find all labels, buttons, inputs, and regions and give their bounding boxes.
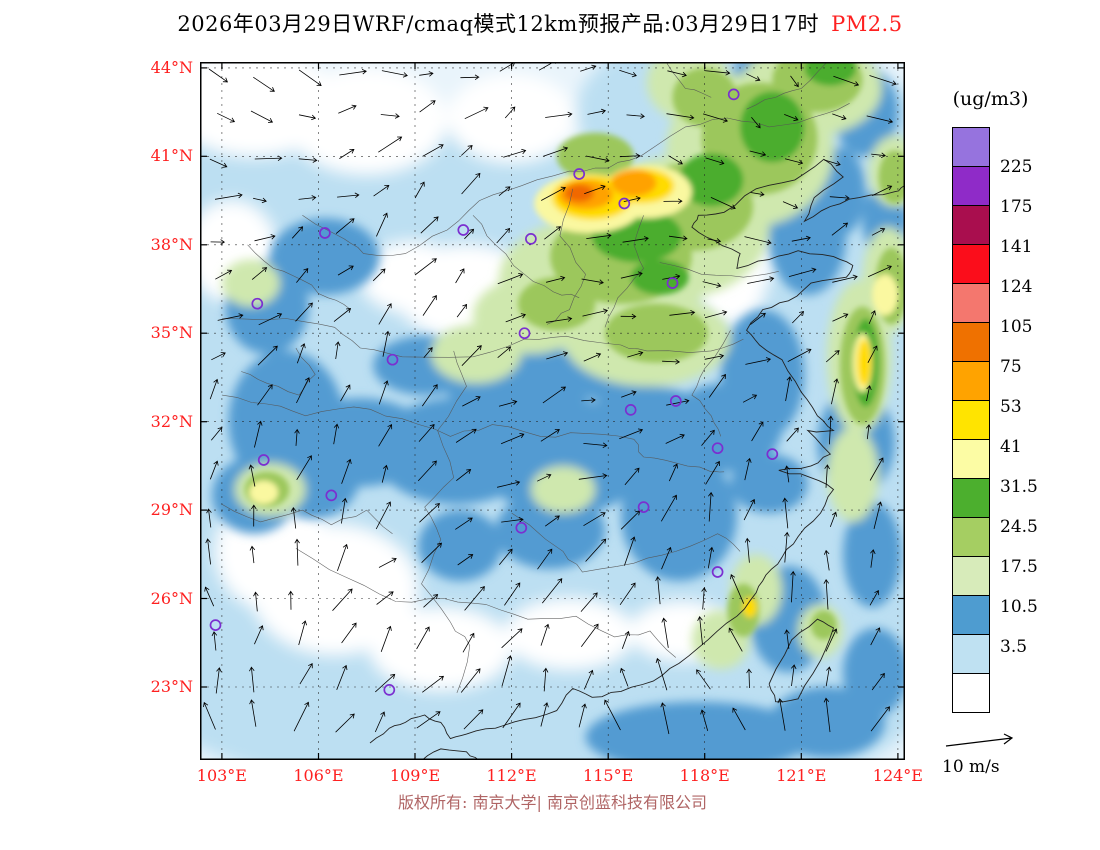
legend-color-box <box>952 439 990 479</box>
legend-color-box <box>952 361 990 401</box>
legend-tick-label: 75 <box>1000 357 1022 377</box>
pm25-concentration-field <box>200 62 905 760</box>
forecast-map-svg <box>200 62 905 760</box>
lon-axis-label: 112°E <box>486 766 537 785</box>
legend-tick-label: 41 <box>1000 437 1022 457</box>
legend-tick-label: 10.5 <box>1000 597 1038 617</box>
lon-axis-label: 115°E <box>583 766 634 785</box>
legend-colorbar: 225 175 141 124 105 75 53 41 31.5 24.5 17.5 10.5 3.5 <box>952 127 1072 713</box>
legend-color-box <box>952 673 990 713</box>
legend-tick-label: 141 <box>1000 237 1033 257</box>
legend-color-box <box>952 283 990 323</box>
lat-axis-label: 41°N <box>150 146 193 166</box>
lat-axis-label: 44°N <box>150 57 193 77</box>
lat-axis-label: 29°N <box>150 500 193 520</box>
lon-axis-label: 118°E <box>679 766 730 785</box>
province-boundaries <box>221 62 850 694</box>
graticule <box>200 62 905 760</box>
legend-color-box <box>952 517 990 557</box>
lon-axis-label: 103°E <box>196 766 247 785</box>
legend-tick-label: 124 <box>1000 277 1033 297</box>
lat-axis-label: 23°N <box>150 676 193 696</box>
legend-tick-label: 31.5 <box>1000 477 1038 497</box>
chart-title-pollutant: PM2.5 <box>831 12 903 36</box>
lat-axis-label: 32°N <box>150 411 193 431</box>
legend-tick-label: 24.5 <box>1000 517 1038 537</box>
axis-ticks <box>200 62 905 760</box>
legend-tick-label: 105 <box>1000 317 1033 337</box>
wind-reference-label: 10 m/s <box>942 757 1000 777</box>
legend-color-box <box>952 127 990 167</box>
legend-tick-label: 175 <box>1000 197 1033 217</box>
lon-axis-label: 109°E <box>389 766 441 785</box>
map-frame <box>200 62 905 760</box>
legend-tick-label: 17.5 <box>1000 557 1038 577</box>
legend-color-box <box>952 400 990 440</box>
lat-axis-label: 26°N <box>150 588 193 608</box>
legend-tick-label: 3.5 <box>1000 637 1028 657</box>
chart-title-main: 2026年03月29日WRF/cmaq模式12km预报产品:03月29日17时 <box>177 12 820 36</box>
wind-scale-arrow-icon <box>945 733 1014 747</box>
lat-axis-label: 35°N <box>150 323 193 343</box>
wind-reference: 10 m/s <box>942 733 1032 777</box>
legend-color-box <box>952 634 990 674</box>
copyright-footer: 版权所有: 南京大学| 南京创蓝科技有限公司 <box>398 793 707 812</box>
legend-tick-label: 53 <box>1000 397 1022 417</box>
coastline <box>369 158 905 760</box>
legend-color-box <box>952 478 990 518</box>
legend-color-box <box>952 322 990 362</box>
legend-tick-label: 225 <box>1000 157 1033 177</box>
legend-color-box <box>952 166 990 206</box>
city-markers <box>209 88 779 696</box>
lat-axis-label: 38°N <box>150 234 193 254</box>
map-area <box>200 62 905 760</box>
legend-color-box <box>952 244 990 284</box>
chart-title: 2026年03月29日WRF/cmaq模式12km预报产品:03月29日17时 P… <box>0 8 1080 38</box>
legend-color-box <box>952 595 990 635</box>
lon-axis-label: 121°E <box>776 766 827 785</box>
lon-axis-label: 106°E <box>293 766 344 785</box>
lon-axis-label: 124°E <box>872 766 923 785</box>
legend-color-box <box>952 205 990 245</box>
legend-color-box <box>952 556 990 596</box>
legend-units-label: (ug/m3) <box>952 88 1029 110</box>
wind-vector-field <box>203 62 897 735</box>
